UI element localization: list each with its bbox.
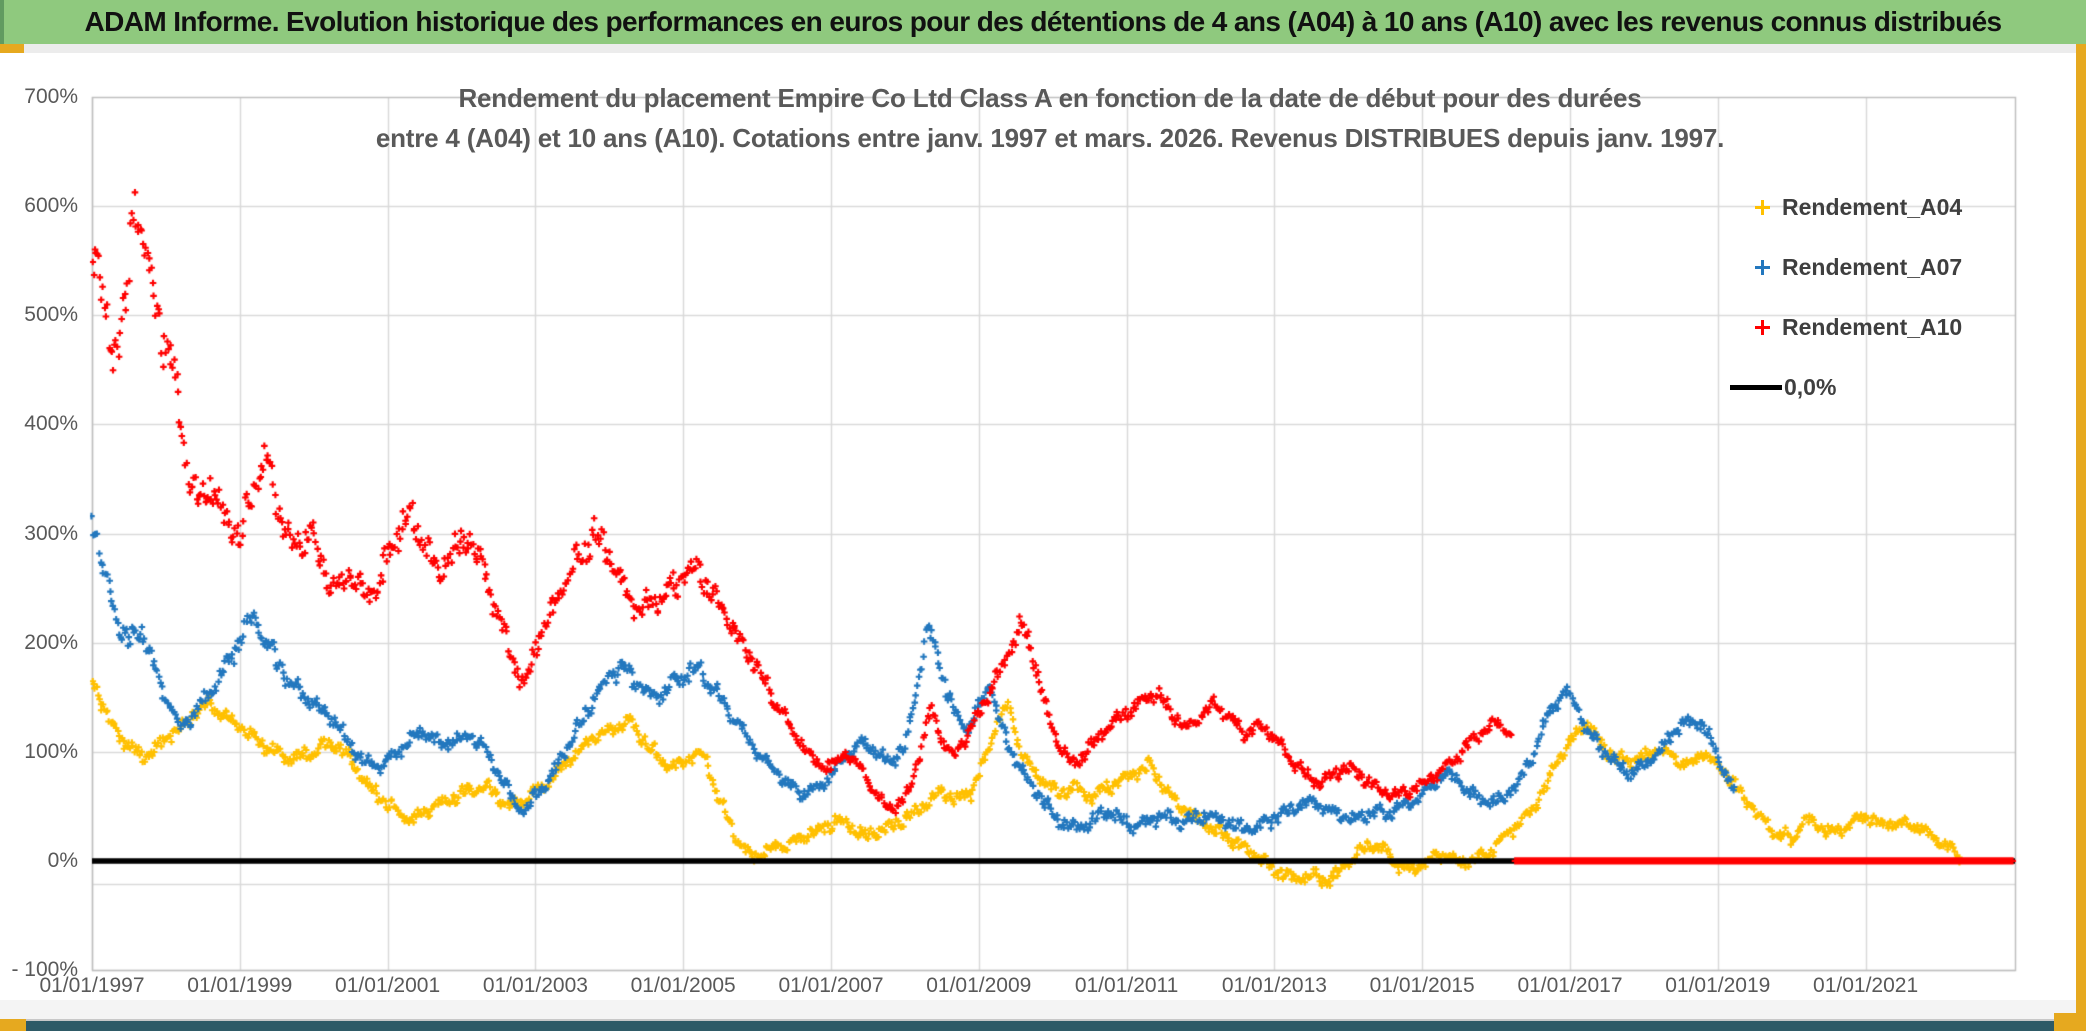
legend-label: Rendement_A04 <box>1782 193 1963 220</box>
legend-item-a04[interactable]: Rendement_A04 <box>1722 192 1962 222</box>
x-axis-label: 01/01/2013 <box>1221 974 1327 997</box>
y-axis-label: 600% <box>24 194 78 218</box>
chart-title: Rendement du placement Empire Co Ltd Cla… <box>200 78 1900 158</box>
x-axis-label: 01/01/2005 <box>630 974 736 997</box>
legend-item-a10[interactable]: Rendement_A10 <box>1722 312 1962 342</box>
window-bottom-bar <box>0 1021 2086 1031</box>
selection-handle-top-left[interactable] <box>0 44 24 53</box>
bottom-strip <box>0 1000 2086 1020</box>
x-axis-label: 01/01/2021 <box>1813 974 1919 997</box>
bottom-strip-border <box>0 1019 2086 1021</box>
x-axis-label: 01/01/2001 <box>335 974 441 997</box>
plus-marker-icon <box>1755 319 1770 335</box>
legend-item-a07[interactable]: Rendement_A07 <box>1722 252 1962 282</box>
legend-label: 0,0% <box>1784 373 1837 400</box>
x-axis-label: 01/01/2007 <box>778 974 884 997</box>
x-axis-label: 01/01/2015 <box>1369 974 1475 997</box>
header-banner: ADAM Informe. Evolution historique des p… <box>0 0 2086 44</box>
banner-title: ADAM Informe. Evolution historique des p… <box>84 6 2002 37</box>
x-axis-label: 01/01/2019 <box>1665 974 1771 997</box>
line-marker-icon <box>1730 384 1782 390</box>
chart-title-line2: entre 4 (A04) et 10 ans (A10). Cotations… <box>375 123 1725 153</box>
legend-item-zero-line[interactable]: 0,0% <box>1722 372 1836 402</box>
y-axis-label: - 100% <box>11 958 78 981</box>
x-axis-label: 01/01/2009 <box>926 974 1032 997</box>
y-axis-label: 500% <box>24 303 78 327</box>
banner-left-edge <box>0 0 4 44</box>
x-axis-label: 01/01/2003 <box>482 974 588 997</box>
x-axis-label: 01/01/1999 <box>187 974 293 997</box>
divider-strip <box>0 44 2086 53</box>
y-axis-label: 100% <box>24 739 78 763</box>
legend-label: Rendement_A10 <box>1782 313 1963 340</box>
y-axis-label: 700% <box>24 85 78 108</box>
chart-title-line1: Rendement du placement Empire Co Ltd Cla… <box>458 83 1642 113</box>
x-axis-label: 01/01/1997 <box>39 974 145 997</box>
legend-label: Rendement_A07 <box>1782 253 1963 280</box>
plus-marker-icon <box>1755 259 1770 275</box>
plus-marker-icon <box>1755 199 1770 215</box>
selection-handle-bottom-right[interactable] <box>2054 1013 2086 1031</box>
x-axis-label: 01/01/2011 <box>1074 974 1179 997</box>
x-axis-label: 01/01/2017 <box>1517 974 1623 997</box>
selection-border-right[interactable] <box>2076 44 2086 1031</box>
selection-handle-bottom-left[interactable] <box>0 1019 26 1031</box>
y-axis-label: 400% <box>24 412 78 436</box>
y-axis-label: 200% <box>24 630 78 654</box>
y-axis-label: 300% <box>24 521 78 545</box>
y-axis-label: 0% <box>47 848 78 872</box>
